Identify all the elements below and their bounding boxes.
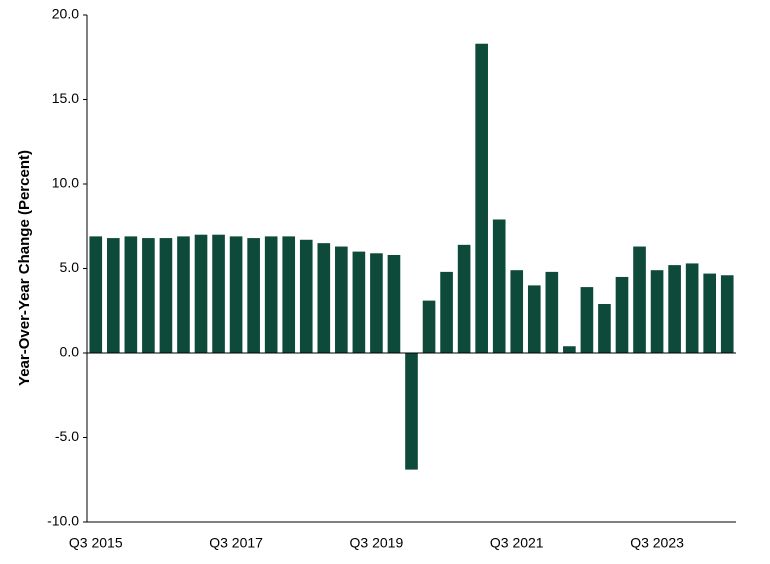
x-tick-label: Q3 2019: [350, 535, 404, 551]
bar: [703, 273, 717, 353]
bar: [106, 238, 120, 353]
bar: [633, 246, 646, 353]
y-tick-label: 0.0: [60, 344, 80, 360]
bar: [668, 265, 681, 353]
bar: [229, 236, 243, 353]
bar: [580, 287, 594, 353]
bar: [405, 353, 418, 470]
bar: [142, 238, 155, 353]
bar: [264, 236, 278, 353]
y-tick-label: -5.0: [55, 428, 79, 444]
bar: [598, 303, 611, 353]
bar: [440, 271, 453, 353]
bar: [615, 276, 629, 353]
bar: [720, 275, 734, 353]
bar: [475, 43, 488, 353]
y-tick-label: 5.0: [60, 259, 80, 275]
bar: [422, 300, 436, 353]
bar: [335, 246, 348, 353]
bar: [212, 234, 225, 353]
y-tick-label: 20.0: [52, 6, 79, 22]
y-tick-label: 15.0: [52, 90, 79, 106]
x-tick-label: Q3 2017: [209, 535, 263, 551]
bar: [352, 251, 366, 353]
bar: [457, 244, 471, 353]
bar: [370, 253, 383, 353]
bar: [527, 285, 541, 353]
bar: [387, 254, 401, 353]
bar: [299, 239, 313, 353]
bar: [89, 236, 103, 353]
x-tick-label: Q3 2015: [69, 535, 123, 551]
bar: [563, 346, 576, 353]
bar: [545, 271, 559, 353]
x-tick-label: Q3 2023: [630, 535, 684, 551]
bar: [282, 236, 296, 353]
y-tick-label: -10.0: [47, 513, 79, 529]
bar: [247, 238, 260, 353]
bar: [177, 236, 190, 353]
bar: [317, 243, 331, 353]
bar: [194, 234, 208, 353]
bar: [650, 270, 664, 353]
bar: [510, 270, 524, 353]
bar: [685, 263, 699, 353]
y-axis-label: Year-Over-Year Change (Percent): [16, 150, 33, 386]
bar: [492, 219, 506, 353]
bar: [159, 238, 173, 353]
x-tick-label: Q3 2021: [490, 535, 544, 551]
y-tick-label: 10.0: [52, 175, 79, 191]
bar: [124, 236, 138, 353]
